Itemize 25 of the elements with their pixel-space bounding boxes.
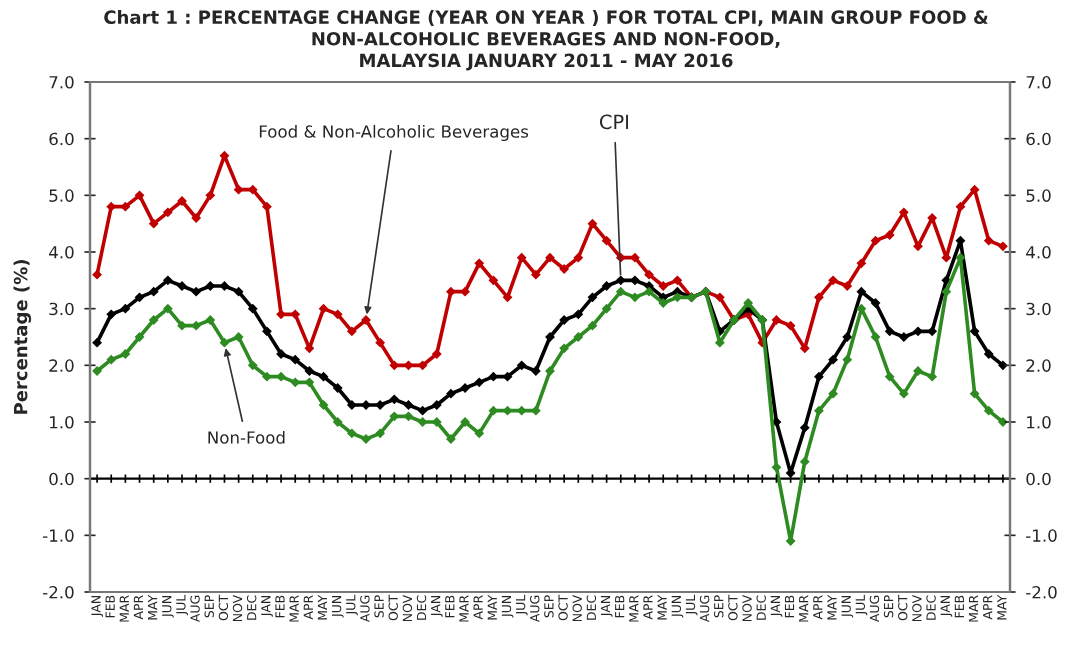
y2-tick-label: -1.0 — [1026, 529, 1057, 542]
y-tick-label: 4.0 — [49, 245, 74, 259]
y-tick-label: 7.0 — [49, 75, 74, 89]
text: CPI — [599, 114, 629, 130]
y2-tick-label: 2.0 — [1026, 359, 1051, 372]
y-axis-title: Percentage (%) — [13, 260, 32, 414]
y2-tick-label: 4.0 — [1026, 245, 1051, 259]
y2-tick-label: 1.0 — [1027, 415, 1051, 429]
y-tick-label: 5.0 — [49, 189, 74, 202]
y2-tick-label: 6.0 — [1026, 132, 1051, 146]
y-tick-label: 3.0 — [49, 302, 74, 316]
y-tick-label: 0.0 — [49, 472, 74, 486]
text: Non-Food — [208, 430, 285, 444]
chart-title: Chart 1 : PERCENTAGE CHANGE (YEAR ON YEAR ) FOR TOTAL CPI, MAIN GROUP FOOD & NON-ALCOHOLIC BEVERAGES AND NON-FOOD, MALAYSIA JANUARY 2011 - MAY 2016 — [104, 10, 988, 71]
y-tick-label: 6.0 — [49, 132, 74, 146]
y-tick-label: -2.0 — [43, 585, 74, 599]
y2-tick-label: 3.0 — [1026, 302, 1051, 316]
y2-tick-label: 5.0 — [1026, 189, 1051, 202]
text: Food & Non-Alcoholic Beverages — [259, 124, 529, 142]
y2-tick-label: -2.0 — [1026, 585, 1057, 599]
y2-tick-label: 0.0 — [1026, 472, 1051, 486]
y-tick-label: 2.0 — [49, 359, 74, 372]
y2-tick-label: 7.0 — [1026, 75, 1051, 89]
y-tick-label: 1.0 — [50, 415, 74, 429]
y-tick-label: -1.0 — [43, 529, 74, 542]
